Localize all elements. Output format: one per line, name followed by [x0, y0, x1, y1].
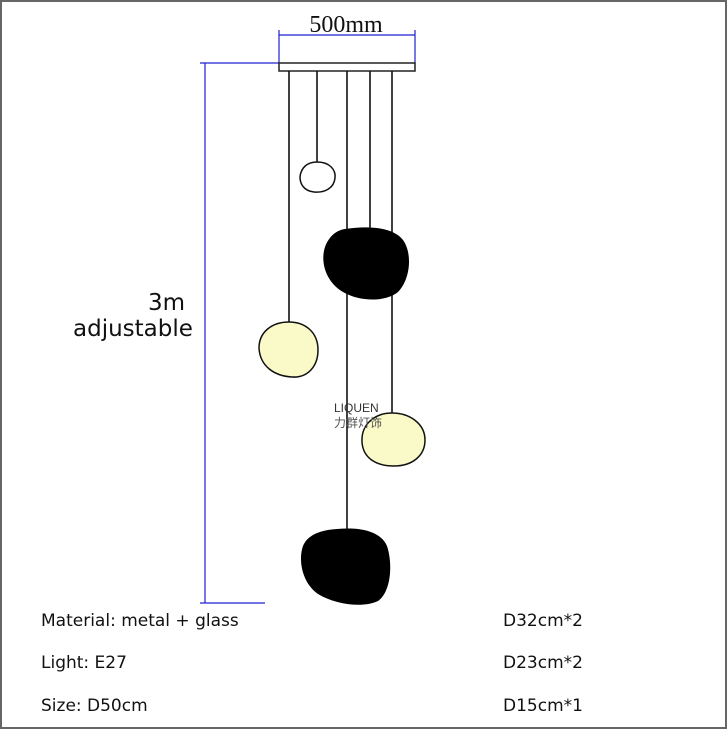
watermark-latin: LIQUEN: [334, 401, 379, 415]
height-dimension: [200, 62, 279, 604]
spec-globe-d23: D23cm*2: [503, 653, 583, 673]
lower-black-globe: [300, 528, 391, 605]
ceiling-canopy: [278, 62, 416, 72]
upper-black-globe: [323, 227, 410, 300]
width-dimension: [278, 30, 416, 63]
spec-light: Light: E27: [41, 653, 127, 673]
small-white-globe: [299, 161, 336, 193]
left-cream-globe: [258, 321, 319, 378]
right-cream-globe: [361, 412, 426, 467]
spec-globe-d15: D15cm*1: [503, 696, 583, 716]
height-label-adjustable: adjustable: [73, 316, 193, 342]
width-label: 500mm: [309, 12, 383, 38]
watermark-chinese: 力群灯饰: [334, 416, 382, 430]
spec-size: Size: D50cm: [41, 696, 148, 716]
spec-material: Material: metal + glass: [41, 611, 239, 631]
spec-globe-d32: D32cm*2: [503, 611, 583, 631]
height-label-value: 3m: [148, 290, 186, 316]
